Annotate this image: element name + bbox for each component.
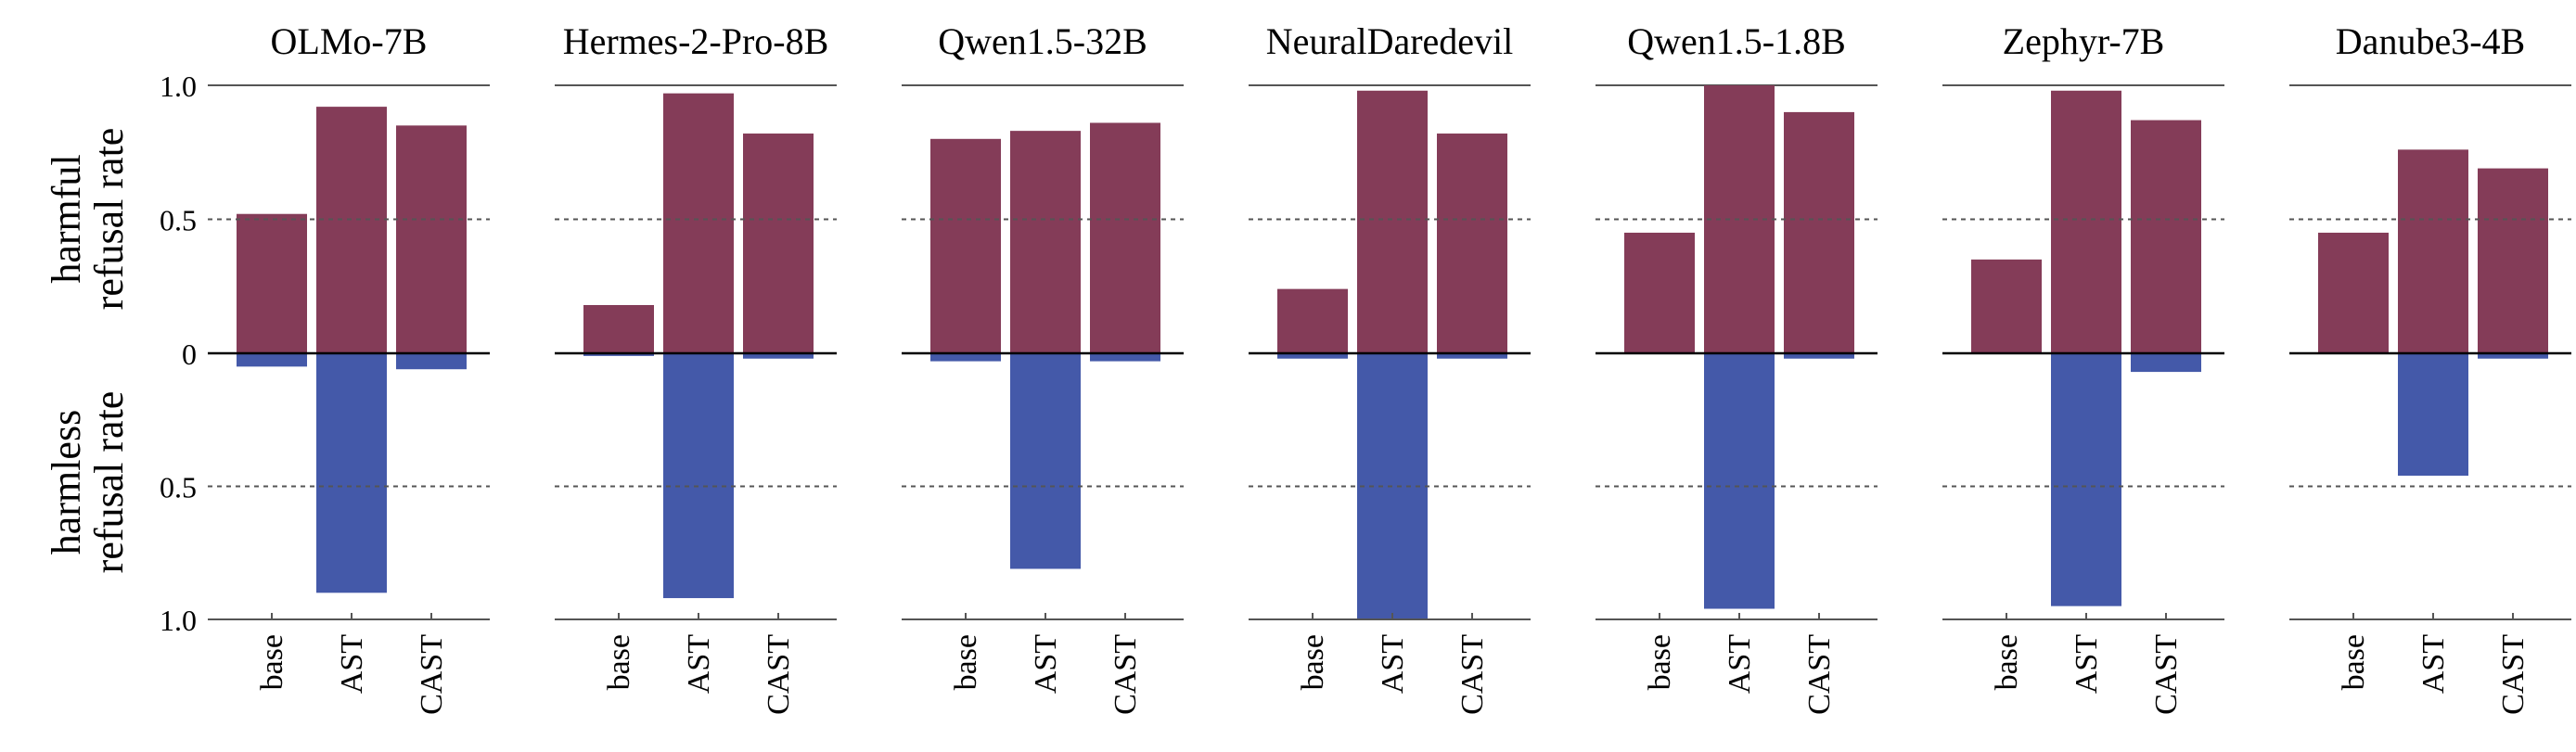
y-axis-title-top: harmfulrefusal rate [44, 128, 132, 311]
harmless-bar-cast [2131, 353, 2201, 373]
x-tick-label: CAST [1802, 634, 1837, 715]
harmless-bar-base [237, 353, 307, 367]
harmful-bar-cast [743, 134, 814, 353]
harmful-bar-base [1277, 288, 1348, 353]
harmless-bar-base [583, 353, 654, 356]
harmful-bar-base [2318, 232, 2389, 353]
panel-title: OLMo-7B [271, 20, 428, 62]
x-tick-label: AST [335, 634, 369, 694]
x-tick-label: base [1643, 634, 1677, 690]
y-axis-title-top-line: refusal rate [86, 128, 132, 311]
x-tick-label: AST [2070, 634, 2104, 694]
harmless-bar-cast [396, 353, 467, 370]
y-axis-title-bottom: harmlessrefusal rate [44, 391, 132, 574]
harmful-bar-ast [1010, 131, 1081, 353]
harmless-bar-cast [1437, 353, 1507, 359]
harmful-bar-ast [316, 107, 387, 354]
harmful-bar-base [237, 213, 307, 353]
harmless-bar-cast [1090, 353, 1160, 362]
panel-title: Danube3-4B [2336, 20, 2525, 62]
panel-title: NeuralDaredevil [1266, 20, 1514, 62]
harmful-bar-base [1624, 232, 1695, 353]
y-tick-label-bottom: 1.0 [160, 604, 197, 637]
panel-title: Qwen1.5-32B [938, 20, 1147, 62]
x-tick-label: base [949, 634, 983, 690]
y-tick-label-top: 1.0 [160, 70, 197, 103]
harmful-bar-base [1971, 259, 2042, 353]
harmful-bar-cast [1090, 122, 1160, 353]
harmful-bar-cast [2131, 120, 2201, 353]
x-tick-label: CAST [415, 634, 449, 715]
x-tick-label: base [1990, 634, 2024, 690]
x-tick-label: AST [682, 634, 716, 694]
x-tick-label: AST [1376, 634, 1410, 694]
y-tick-label-bottom: 0.5 [160, 471, 197, 504]
x-tick-label: CAST [2149, 634, 2184, 715]
harmless-bar-ast [1704, 353, 1775, 609]
x-tick-label: CAST [2496, 634, 2531, 715]
harmful-bar-ast [663, 93, 734, 354]
harmless-bar-ast [2051, 353, 2121, 606]
panel-title: Qwen1.5-1.8B [1627, 20, 1846, 62]
harmful-bar-ast [2051, 90, 2121, 353]
y-tick-label-top: 0.5 [160, 204, 197, 237]
x-tick-label: AST [2416, 634, 2451, 694]
harmful-bar-base [583, 304, 654, 353]
harmless-bar-base [1277, 353, 1348, 359]
x-tick-label: CAST [1109, 634, 1143, 715]
harmless-bar-ast [316, 353, 387, 593]
harmless-bar-ast [1010, 353, 1081, 569]
x-tick-label: base [255, 634, 289, 690]
x-tick-label: CAST [1455, 634, 1490, 715]
y-tick-label-top: 0 [182, 338, 197, 371]
harmful-bar-cast [396, 125, 467, 353]
panel-title: Zephyr-7B [2003, 20, 2165, 62]
x-tick-label: base [602, 634, 636, 690]
x-tick-label: AST [1029, 634, 1063, 694]
harmless-bar-cast [2478, 353, 2548, 359]
harmless-bar-cast [1784, 353, 1854, 359]
panel-title: Hermes-2-Pro-8B [563, 20, 829, 62]
y-axis-title-bottom-line: harmless [44, 410, 89, 554]
x-tick-label: AST [1723, 634, 1757, 694]
harmless-bar-ast [663, 353, 734, 599]
x-tick-label: CAST [762, 634, 796, 715]
harmful-bar-cast [1784, 111, 1854, 354]
harmful-bar-cast [2478, 168, 2548, 353]
harmful-bar-base [930, 138, 1001, 353]
harmless-bar-ast [2398, 353, 2468, 477]
harmless-bar-cast [743, 353, 814, 359]
x-tick-label: base [2337, 634, 2371, 690]
y-axis-title-top-line: harmful [44, 154, 89, 283]
harmless-bar-base [930, 353, 1001, 362]
harmful-bar-cast [1437, 134, 1507, 353]
harmful-bar-ast [2398, 149, 2468, 353]
y-axis-title-bottom-line: refusal rate [86, 391, 132, 574]
harmful-bar-ast [1357, 90, 1428, 353]
x-tick-label: base [1296, 634, 1330, 690]
